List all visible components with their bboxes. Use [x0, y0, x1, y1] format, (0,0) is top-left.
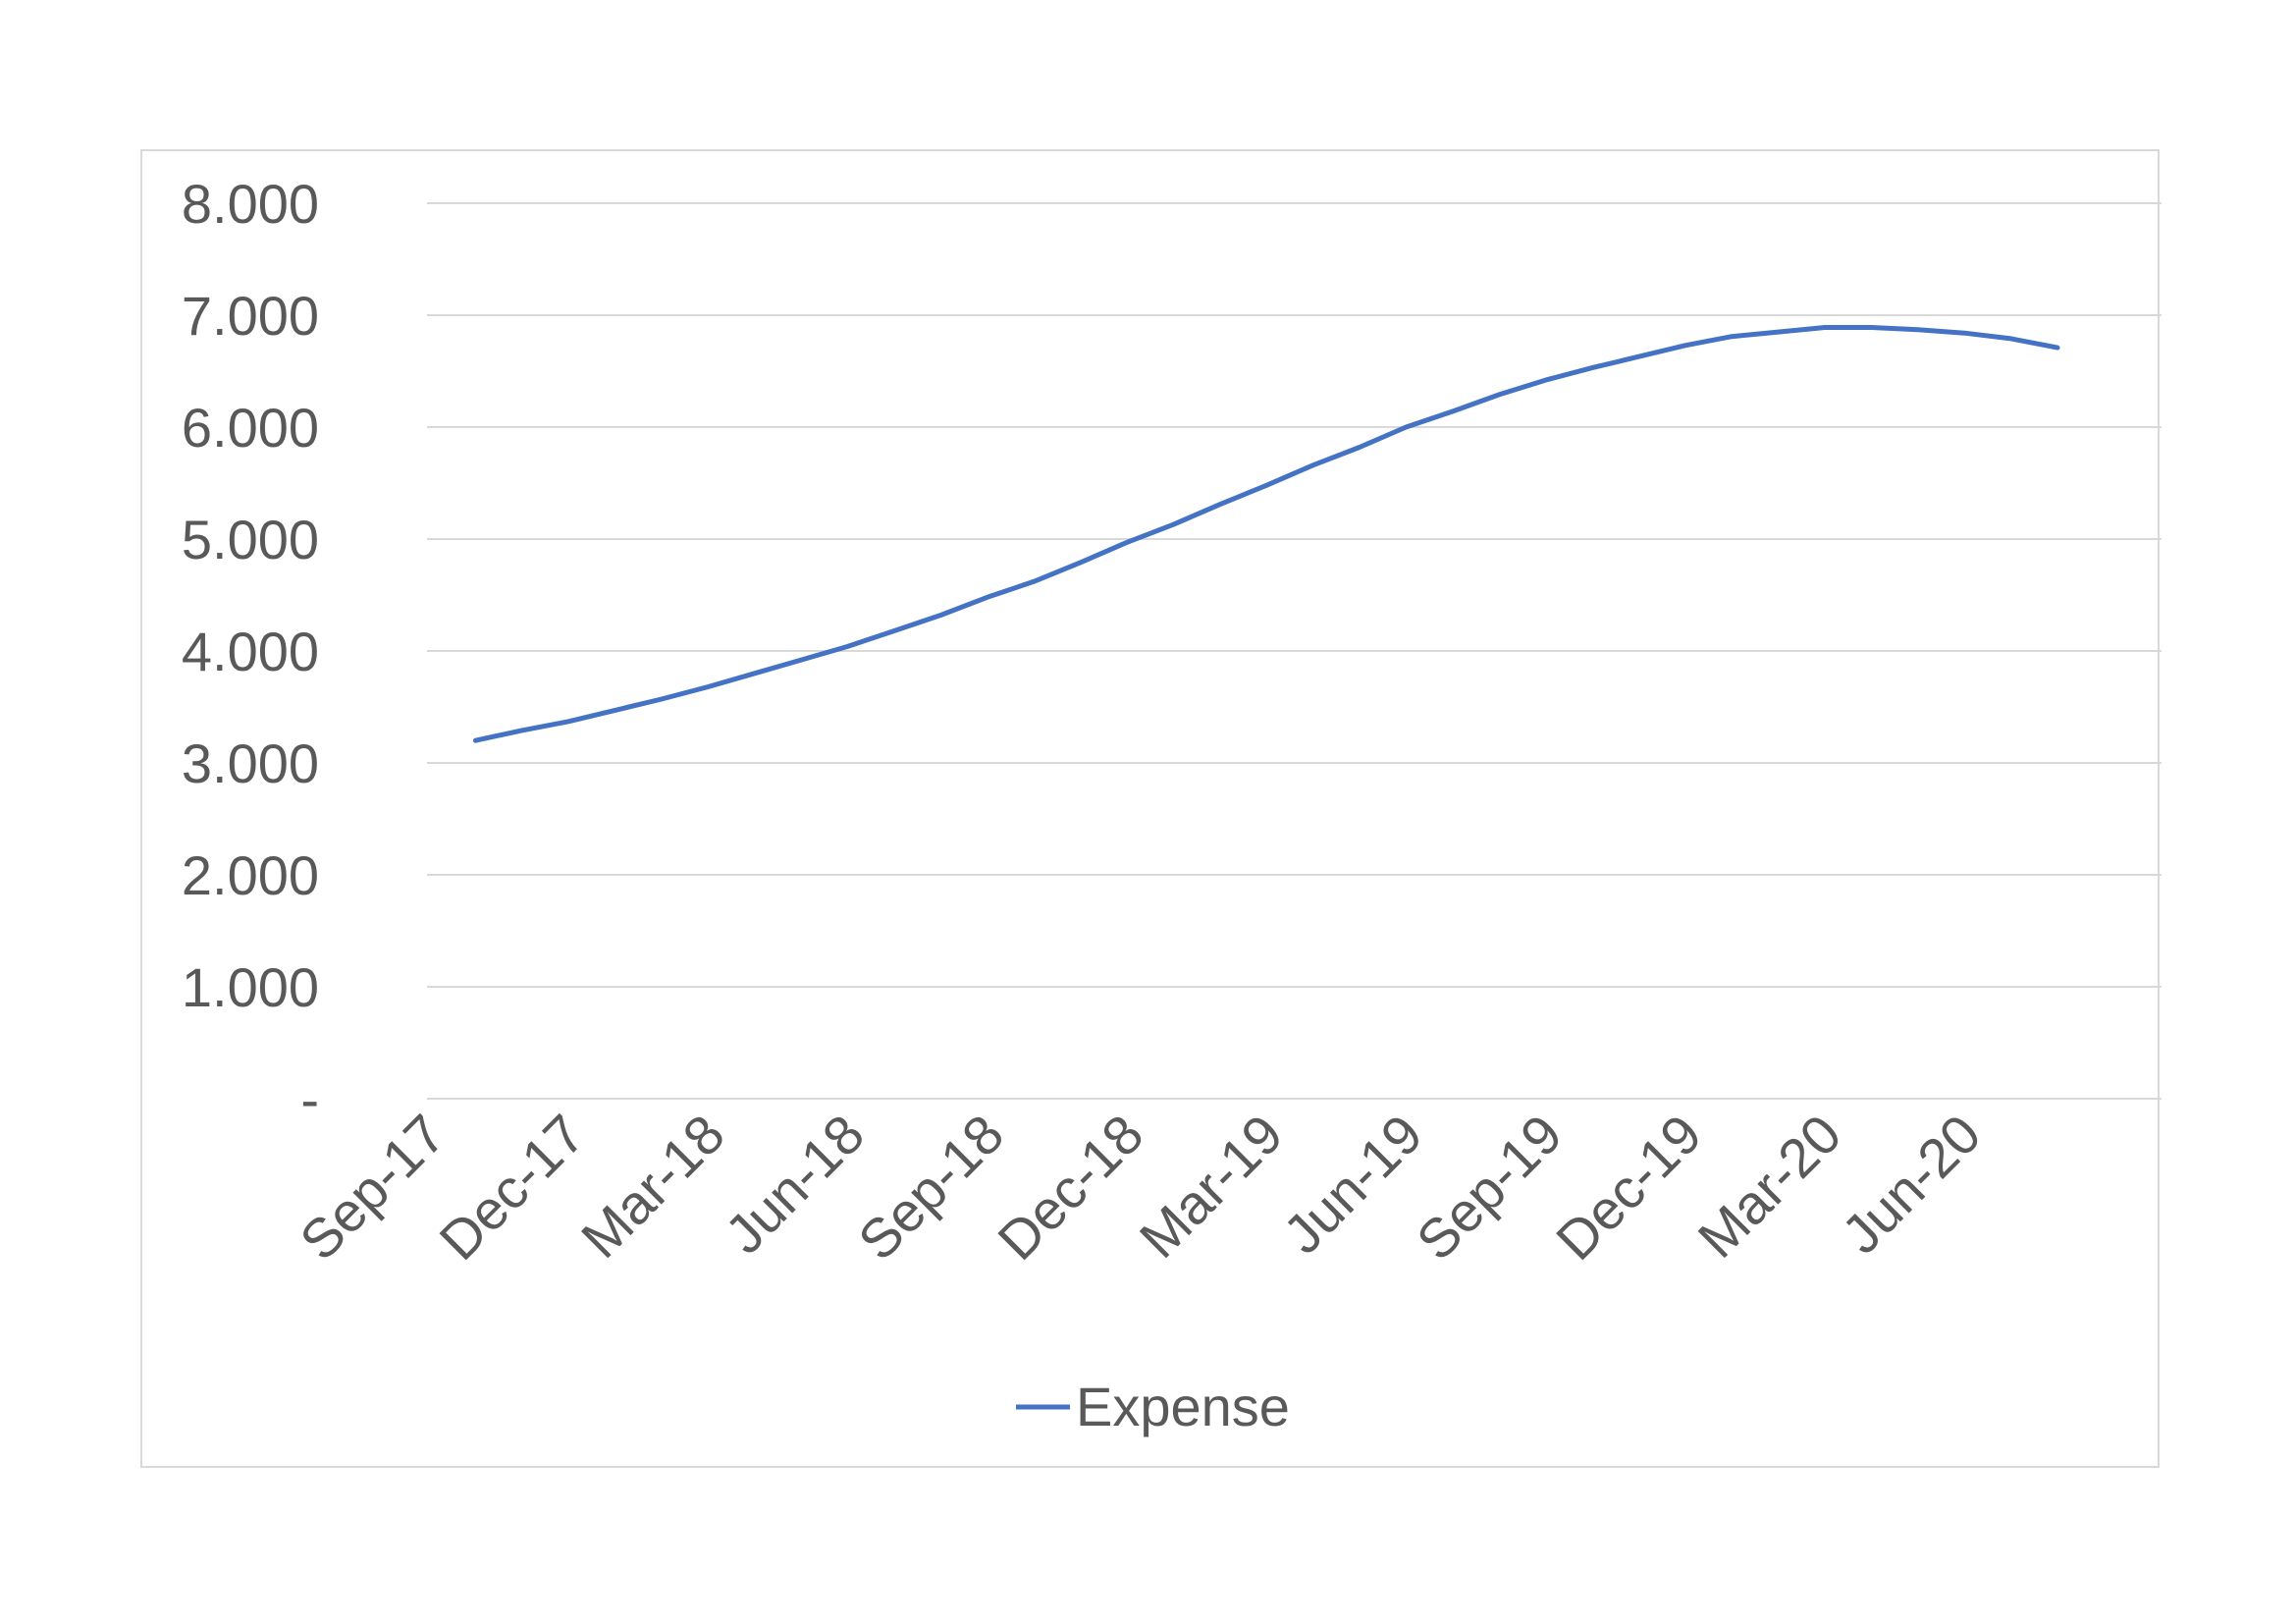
x-tick-label: Jun-19: [1271, 1103, 1434, 1266]
y-tick-label: 8.000: [182, 173, 319, 235]
x-axis-tick-labels: Sep-17Dec-17Mar-18Jun-18Sep-18Dec-18Mar-…: [288, 1103, 1992, 1272]
x-tick-label: Dec-18: [986, 1103, 1154, 1272]
y-tick-label: 3.000: [182, 732, 319, 794]
y-tick-label: 5.000: [182, 509, 319, 570]
y-axis-tick-labels: - 1.000 2.000 3.000 4.000 5.000 6.000 7.000 8.00…: [182, 173, 319, 1130]
series-lines: [472, 325, 2060, 743]
series-line-expense: [472, 325, 2060, 743]
y-tick-label: 6.000: [182, 397, 319, 459]
x-tick-label: Mar-20: [1686, 1103, 1853, 1270]
chart-frame: - 1.000 2.000 3.000 4.000 5.000 6.000 7.000 8.00…: [140, 149, 2162, 1468]
y-tick-label: 2.000: [182, 844, 319, 906]
legend: Expense: [1016, 1376, 1290, 1437]
y-tick-label: -: [300, 1068, 319, 1130]
line-chart: - 1.000 2.000 3.000 4.000 5.000 6.000 7.000 8.00…: [182, 173, 2162, 1437]
x-tick-label: Jun-18: [713, 1103, 876, 1266]
legend-label-expense: Expense: [1076, 1376, 1290, 1437]
x-tick-label: Mar-18: [569, 1103, 736, 1270]
y-tick-label: 7.000: [182, 285, 319, 347]
x-tick-label: Dec-19: [1544, 1103, 1713, 1272]
y-tick-label: 1.000: [182, 956, 319, 1018]
gridlines: [427, 202, 2162, 1100]
x-tick-label: Sep-19: [1405, 1103, 1574, 1272]
x-tick-label: Sep-18: [846, 1103, 1015, 1272]
y-tick-label: 4.000: [182, 621, 319, 682]
x-tick-label: Dec-17: [427, 1103, 596, 1272]
x-tick-label: Jun-20: [1830, 1103, 1993, 1266]
x-tick-label: Mar-19: [1128, 1103, 1295, 1270]
